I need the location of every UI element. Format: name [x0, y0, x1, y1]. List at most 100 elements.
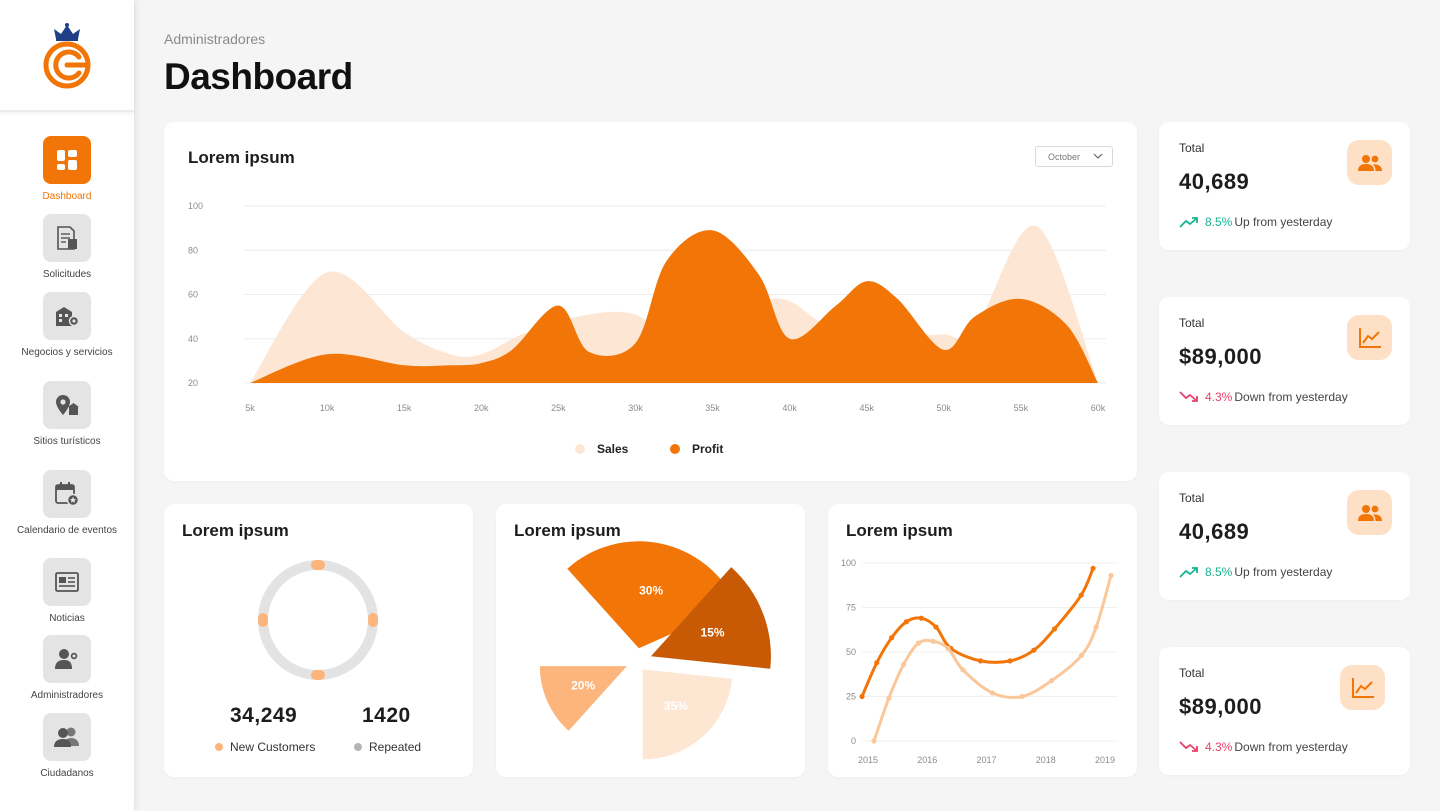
sidebar-item-label: Noticias	[49, 613, 85, 624]
business-building-icon	[43, 292, 91, 340]
sidebar: Dashboard Solicitudes Negocios y servici…	[0, 0, 134, 811]
y-tick-label: 75	[846, 603, 856, 613]
line-point	[1090, 565, 1096, 571]
kpi-card: Total $89,000 4.3% Down from yesterday	[1159, 647, 1410, 775]
pie-slice-label: 30%	[639, 584, 663, 598]
sidebar-item-label: Administradores	[30, 690, 104, 701]
kpi-card: Total $89,000 4.3% Down from yesterday	[1159, 297, 1410, 425]
sidebar-item-sitios[interactable]: Sitios turísticos	[0, 381, 134, 447]
x-tick-label: 55k	[1014, 403, 1029, 413]
logo-area	[0, 0, 134, 112]
donut-marker	[311, 560, 325, 570]
line-point	[1108, 572, 1114, 579]
card-title: Lorem ipsum	[514, 521, 621, 540]
x-tick-label: 2018	[1036, 755, 1056, 765]
donut-ring	[258, 560, 378, 680]
card-title: Lorem ipsum	[846, 521, 953, 540]
kpi-trend: 4.3% Down from yesterday	[1179, 740, 1348, 754]
pie-slice	[650, 567, 771, 669]
trending-up-icon	[1179, 567, 1198, 578]
sidebar-item-negocios[interactable]: Negocios y servicios	[0, 292, 134, 358]
line-point	[1078, 652, 1084, 659]
profit-legend-dot	[670, 444, 680, 454]
y-tick-label: 25	[846, 692, 856, 702]
pie-chart-card: Lorem ipsum 30% 15% 35% 20%	[496, 504, 805, 777]
sidebar-item-noticias[interactable]: Noticias	[0, 558, 134, 624]
card-title: Lorem ipsum	[182, 521, 289, 540]
line-point	[933, 624, 939, 630]
sidebar-item-dashboard[interactable]: Dashboard	[0, 136, 134, 202]
kpi-label: Total	[1179, 491, 1205, 505]
breadcrumb[interactable]: Administradores	[164, 31, 266, 47]
chevron-down-icon	[1093, 153, 1103, 159]
sales-legend-dot	[575, 444, 585, 454]
line-point	[1019, 693, 1025, 700]
pie-slice-label: 20%	[571, 679, 595, 693]
document-form-icon	[43, 214, 91, 262]
users-icon	[1347, 140, 1392, 185]
x-tick-label: 2016	[917, 755, 937, 765]
y-tick-label: 0	[851, 736, 856, 746]
sidebar-item-label: Calendario de eventos	[16, 525, 118, 536]
kpi-pct: 8.5%	[1205, 565, 1233, 579]
donut-marker	[368, 613, 378, 627]
kpi-pct: 4.3%	[1205, 740, 1233, 754]
line-point	[1007, 658, 1013, 664]
month-select-value: October	[1048, 151, 1081, 162]
line-point	[1093, 624, 1099, 630]
kpi-trend: 8.5% Up from yesterday	[1179, 215, 1332, 229]
customers-donut-card: Lorem ipsum 34,249 1420 New Customers Re…	[164, 504, 473, 777]
calendar-event-icon	[43, 470, 91, 518]
line-chart: 0 25 50 75 100 2015 2016 2017 2018 2019	[841, 558, 1118, 765]
legend-profit: Profit	[670, 442, 723, 456]
sidebar-item-ciudadanos[interactable]: Ciudadanos	[0, 713, 134, 779]
month-select[interactable]: October	[1035, 146, 1113, 167]
line-point	[989, 690, 996, 696]
line-chart-icon	[1340, 665, 1385, 710]
sidebar-item-administradores[interactable]: Administradores	[0, 635, 134, 701]
tourist-map-pin-icon	[43, 381, 91, 429]
kpi-trend: 8.5% Up from yesterday	[1179, 565, 1332, 579]
sidebar-item-solicitudes[interactable]: Solicitudes	[0, 214, 134, 280]
x-tick-label: 2015	[858, 755, 878, 765]
repeated-value: 1420	[362, 704, 411, 727]
new-customers-dot	[215, 743, 223, 751]
sidebar-item-label: Ciudadanos	[40, 768, 94, 779]
y-tick-label: 80	[188, 245, 198, 255]
kpi-value: 40,689	[1179, 519, 1250, 544]
line-point	[960, 667, 966, 673]
users-icon	[1347, 490, 1392, 535]
line-point	[903, 619, 910, 625]
kpi-card: Total 40,689 8.5% Up from yesterday	[1159, 472, 1410, 600]
kpi-pct: 8.5%	[1205, 215, 1233, 229]
trending-down-icon	[1179, 741, 1198, 752]
x-tick-label: 15k	[397, 403, 412, 413]
x-tick-label: 10k	[320, 403, 335, 413]
kpi-value: 40,689	[1179, 169, 1250, 194]
series-area-profit	[250, 230, 1098, 383]
line-series	[872, 573, 1113, 743]
kpi-trend-text: Up from yesterday	[1234, 565, 1333, 579]
ciudad-logo-icon[interactable]	[40, 21, 94, 89]
line-point	[859, 693, 865, 700]
repeated-dot	[354, 743, 362, 751]
kpi-card: Total 40,689 8.5% Up from yesterday	[1159, 122, 1410, 250]
legend-new-customers: New Customers	[215, 740, 315, 754]
sidebar-item-calendario[interactable]: Calendario de eventos	[0, 470, 134, 536]
card-title: Lorem ipsum	[188, 148, 295, 167]
legend-label: Sales	[597, 442, 629, 456]
pie-slice-label: 35%	[664, 699, 688, 713]
line-point	[1051, 626, 1058, 632]
admin-user-gear-icon	[43, 635, 91, 683]
legend-label: Repeated	[369, 740, 422, 754]
line-chart-icon	[1347, 315, 1392, 360]
donut-marker	[311, 670, 325, 680]
line-point	[930, 638, 936, 644]
line-point	[1031, 647, 1037, 653]
line-point	[977, 658, 984, 664]
x-tick-label: 2017	[976, 755, 996, 765]
kpi-trend: 4.3% Down from yesterday	[1179, 390, 1348, 404]
dashboard-grid-icon	[43, 136, 91, 184]
line-point	[1049, 677, 1055, 684]
x-tick-label: 35k	[705, 403, 720, 413]
